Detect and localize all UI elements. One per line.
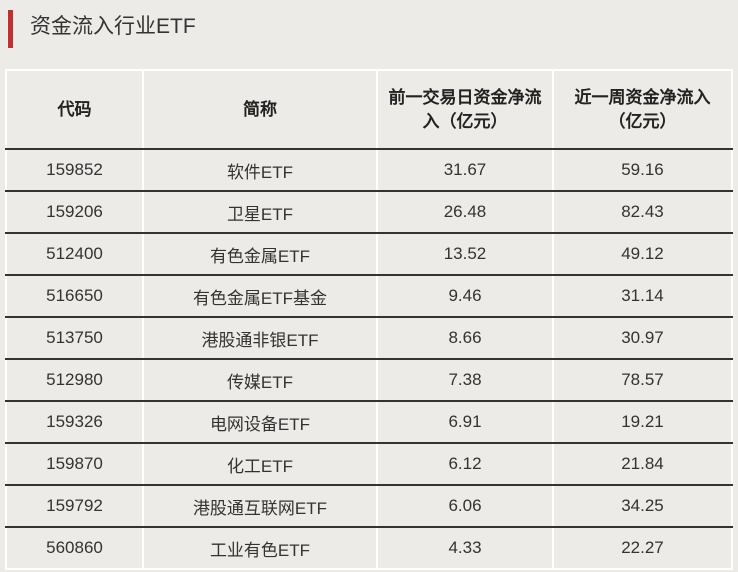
cell-prev-day-inflow: 6.91 [376,401,554,444]
header-week-inflow: 近一周资金净流入（亿元） [552,70,733,150]
cell-prev-day-inflow: 6.06 [376,485,554,528]
etf-inflow-table: 代码 简称 前一交易日资金净流入（亿元） 近一周资金净流入（亿元） 159852… [5,69,733,570]
cell-prev-day-inflow: 13.52 [376,233,554,276]
cell-name: 工业有色ETF [142,527,378,570]
cell-week-inflow: 82.43 [552,191,733,234]
cell-name: 卫星ETF [142,191,378,234]
table-row: 516650 有色金属ETF基金 9.46 31.14 [5,275,733,318]
table-row: 512400 有色金属ETF 13.52 49.12 [5,233,733,276]
table-row: 159852 软件ETF 31.67 59.16 [5,149,733,192]
table-row: 159870 化工ETF 6.12 21.84 [5,443,733,486]
cell-name: 有色金属ETF基金 [142,275,378,318]
table-row: 159326 电网设备ETF 6.91 19.21 [5,401,733,444]
cell-code: 512980 [5,359,144,402]
table-row: 159792 港股通互联网ETF 6.06 34.25 [5,485,733,528]
table-header-row: 代码 简称 前一交易日资金净流入（亿元） 近一周资金净流入（亿元） [5,70,733,150]
cell-prev-day-inflow: 6.12 [376,443,554,486]
header-prev-day-inflow: 前一交易日资金净流入（亿元） [376,70,554,150]
cell-code: 512400 [5,233,144,276]
cell-name: 软件ETF [142,149,378,192]
cell-week-inflow: 30.97 [552,317,733,360]
cell-code: 159852 [5,149,144,192]
cell-prev-day-inflow: 26.48 [376,191,554,234]
cell-prev-day-inflow: 31.67 [376,149,554,192]
cell-name: 港股通非银ETF [142,317,378,360]
cell-name: 电网设备ETF [142,401,378,444]
cell-name: 有色金属ETF [142,233,378,276]
cell-week-inflow: 78.57 [552,359,733,402]
cell-code: 516650 [5,275,144,318]
title-accent-bar [8,10,13,48]
table-row: 512980 传媒ETF 7.38 78.57 [5,359,733,402]
cell-code: 159870 [5,443,144,486]
cell-code: 513750 [5,317,144,360]
table-row: 513750 港股通非银ETF 8.66 30.97 [5,317,733,360]
cell-week-inflow: 49.12 [552,233,733,276]
cell-week-inflow: 19.21 [552,401,733,444]
cell-prev-day-inflow: 7.38 [376,359,554,402]
cell-week-inflow: 21.84 [552,443,733,486]
cell-name: 港股通互联网ETF [142,485,378,528]
cell-week-inflow: 22.27 [552,527,733,570]
table-row: 159206 卫星ETF 26.48 82.43 [5,191,733,234]
cell-prev-day-inflow: 8.66 [376,317,554,360]
cell-code: 159792 [5,485,144,528]
cell-name: 化工ETF [142,443,378,486]
table-row: 560860 工业有色ETF 4.33 22.27 [5,527,733,570]
cell-week-inflow: 34.25 [552,485,733,528]
cell-code: 159326 [5,401,144,444]
cell-name: 传媒ETF [142,359,378,402]
cell-code: 159206 [5,191,144,234]
cell-week-inflow: 59.16 [552,149,733,192]
cell-code: 560860 [5,527,144,570]
header-name: 简称 [142,70,378,150]
page-title: 资金流入行业ETF [30,15,196,38]
cell-prev-day-inflow: 9.46 [376,275,554,318]
cell-prev-day-inflow: 4.33 [376,527,554,570]
header-code: 代码 [5,70,144,150]
cell-week-inflow: 31.14 [552,275,733,318]
